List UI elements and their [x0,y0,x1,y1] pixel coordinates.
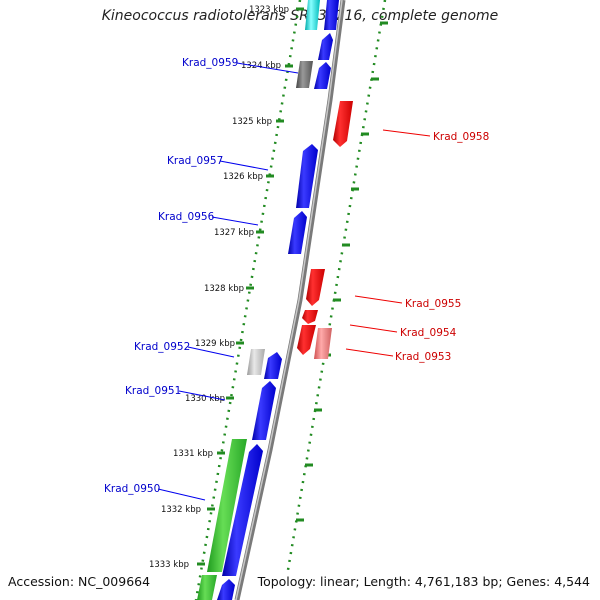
kbp-label: 1323 kbp [249,5,289,15]
kbp-label: 1325 kbp [232,117,272,127]
kbp-label: 1329 kbp [195,339,235,349]
kbp-label: 1333 kbp [149,560,189,570]
kbp-label: 1327 kbp [214,228,254,238]
gene-forward-light[interactable] [247,349,265,375]
kbp-label: 1328 kbp [204,284,244,294]
gene-label[interactable]: Krad_0957 [167,155,223,167]
gene-forward[interactable] [217,579,235,600]
gene-label[interactable]: Krad_0950 [104,483,160,495]
accession-label: Accession: NC_009664 [8,574,151,589]
gene-reverse[interactable] [333,101,353,147]
gene-label[interactable]: Krad_0953 [395,351,451,363]
gene-label[interactable]: Krad_0954 [400,327,457,339]
kbp-label: 1330 kbp [185,394,225,404]
gene-rna[interactable] [197,575,217,600]
gene-forward-pseudo[interactable] [296,61,313,88]
right-ruler-ticks [296,21,388,522]
gene-forward[interactable] [305,0,320,30]
genome-summary: Topology: linear; Length: 4,761,183 bp; … [257,574,590,589]
gene-label[interactable]: Krad_0956 [158,211,215,223]
reverse-gene-labels: Krad_0958 Krad_0955 Krad_0954 Krad_0953 [345,129,489,363]
genome-backbone [234,0,346,600]
kbp-label: 1324 kbp [241,61,281,71]
forward-gene-labels: Krad_0959 Krad_0957 Krad_0956 Krad_0952 … [104,57,299,501]
gene-reverse[interactable] [306,269,325,306]
gene-forward[interactable] [314,62,331,89]
right-ruler-dots [286,0,387,571]
gene-label[interactable]: Krad_0958 [433,131,489,143]
gene-forward[interactable] [288,211,307,254]
gene-label[interactable]: Krad_0955 [405,298,461,310]
gene-label[interactable]: Krad_0959 [182,57,238,69]
reverse-genes [297,101,353,359]
gene-reverse[interactable] [297,325,316,355]
kbp-label: 1326 kbp [223,172,263,182]
gene-forward[interactable] [264,352,282,379]
gene-rna[interactable] [207,439,247,572]
left-ruler-dots [194,0,302,600]
gene-reverse-pink[interactable] [314,328,332,359]
gene-forward[interactable] [296,144,318,208]
gene-label[interactable]: Krad_0952 [134,341,190,353]
forward-genes [197,0,339,600]
gene-forward[interactable] [324,0,339,30]
gene-reverse[interactable] [302,310,318,324]
gene-forward[interactable] [222,444,263,576]
kbp-label: 1331 kbp [173,449,213,459]
kbp-tick-marks [197,7,304,566]
genome-title: Kineococcus radiotolerans SRS30216, comp… [101,8,499,24]
gene-label[interactable]: Krad_0951 [125,385,181,397]
kbp-label: 1332 kbp [161,505,201,515]
gene-forward[interactable] [318,33,333,60]
gene-forward[interactable] [252,381,276,440]
